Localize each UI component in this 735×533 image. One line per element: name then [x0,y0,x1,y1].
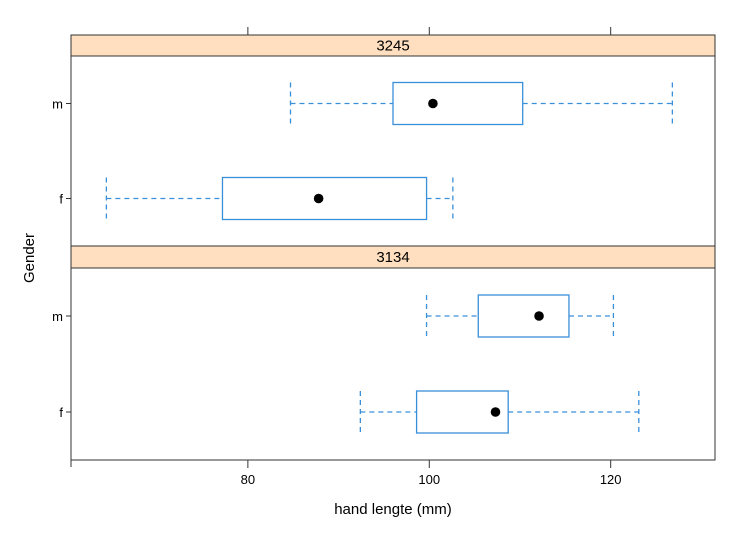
axes: 80 100 120 [70,27,622,487]
y-tick-label: f [59,192,63,207]
x-tick-label: 100 [418,472,440,487]
box-iqr [477,294,570,338]
median-dot [313,193,324,204]
box-m: m [52,81,674,126]
y-tick-label: f [59,405,63,420]
y-tick-label: m [52,309,63,324]
x-axis-label: hand lengte (mm) [334,501,452,518]
panel-strip-label: 3134 [376,249,409,266]
median-dot [490,407,501,417]
box-iqr [221,176,428,221]
box-f: f [59,390,640,434]
panel-frame [70,267,716,461]
box-m: m [52,294,615,338]
y-tick-label: m [52,97,63,112]
panel-3134: 3134 m f [52,245,716,461]
y-axis-label: Gender [21,233,38,283]
median-dot [428,98,438,109]
box-iqr [392,81,524,126]
panels: 3245 m f 3134 m f [52,34,716,461]
x-tick-label: 120 [600,472,622,487]
x-tick-label: 80 [241,472,255,487]
panel-3245: 3245 m f [52,34,716,247]
box-f: f [59,176,454,221]
panel-strip-label: 3245 [376,38,409,55]
median-dot [534,311,544,321]
